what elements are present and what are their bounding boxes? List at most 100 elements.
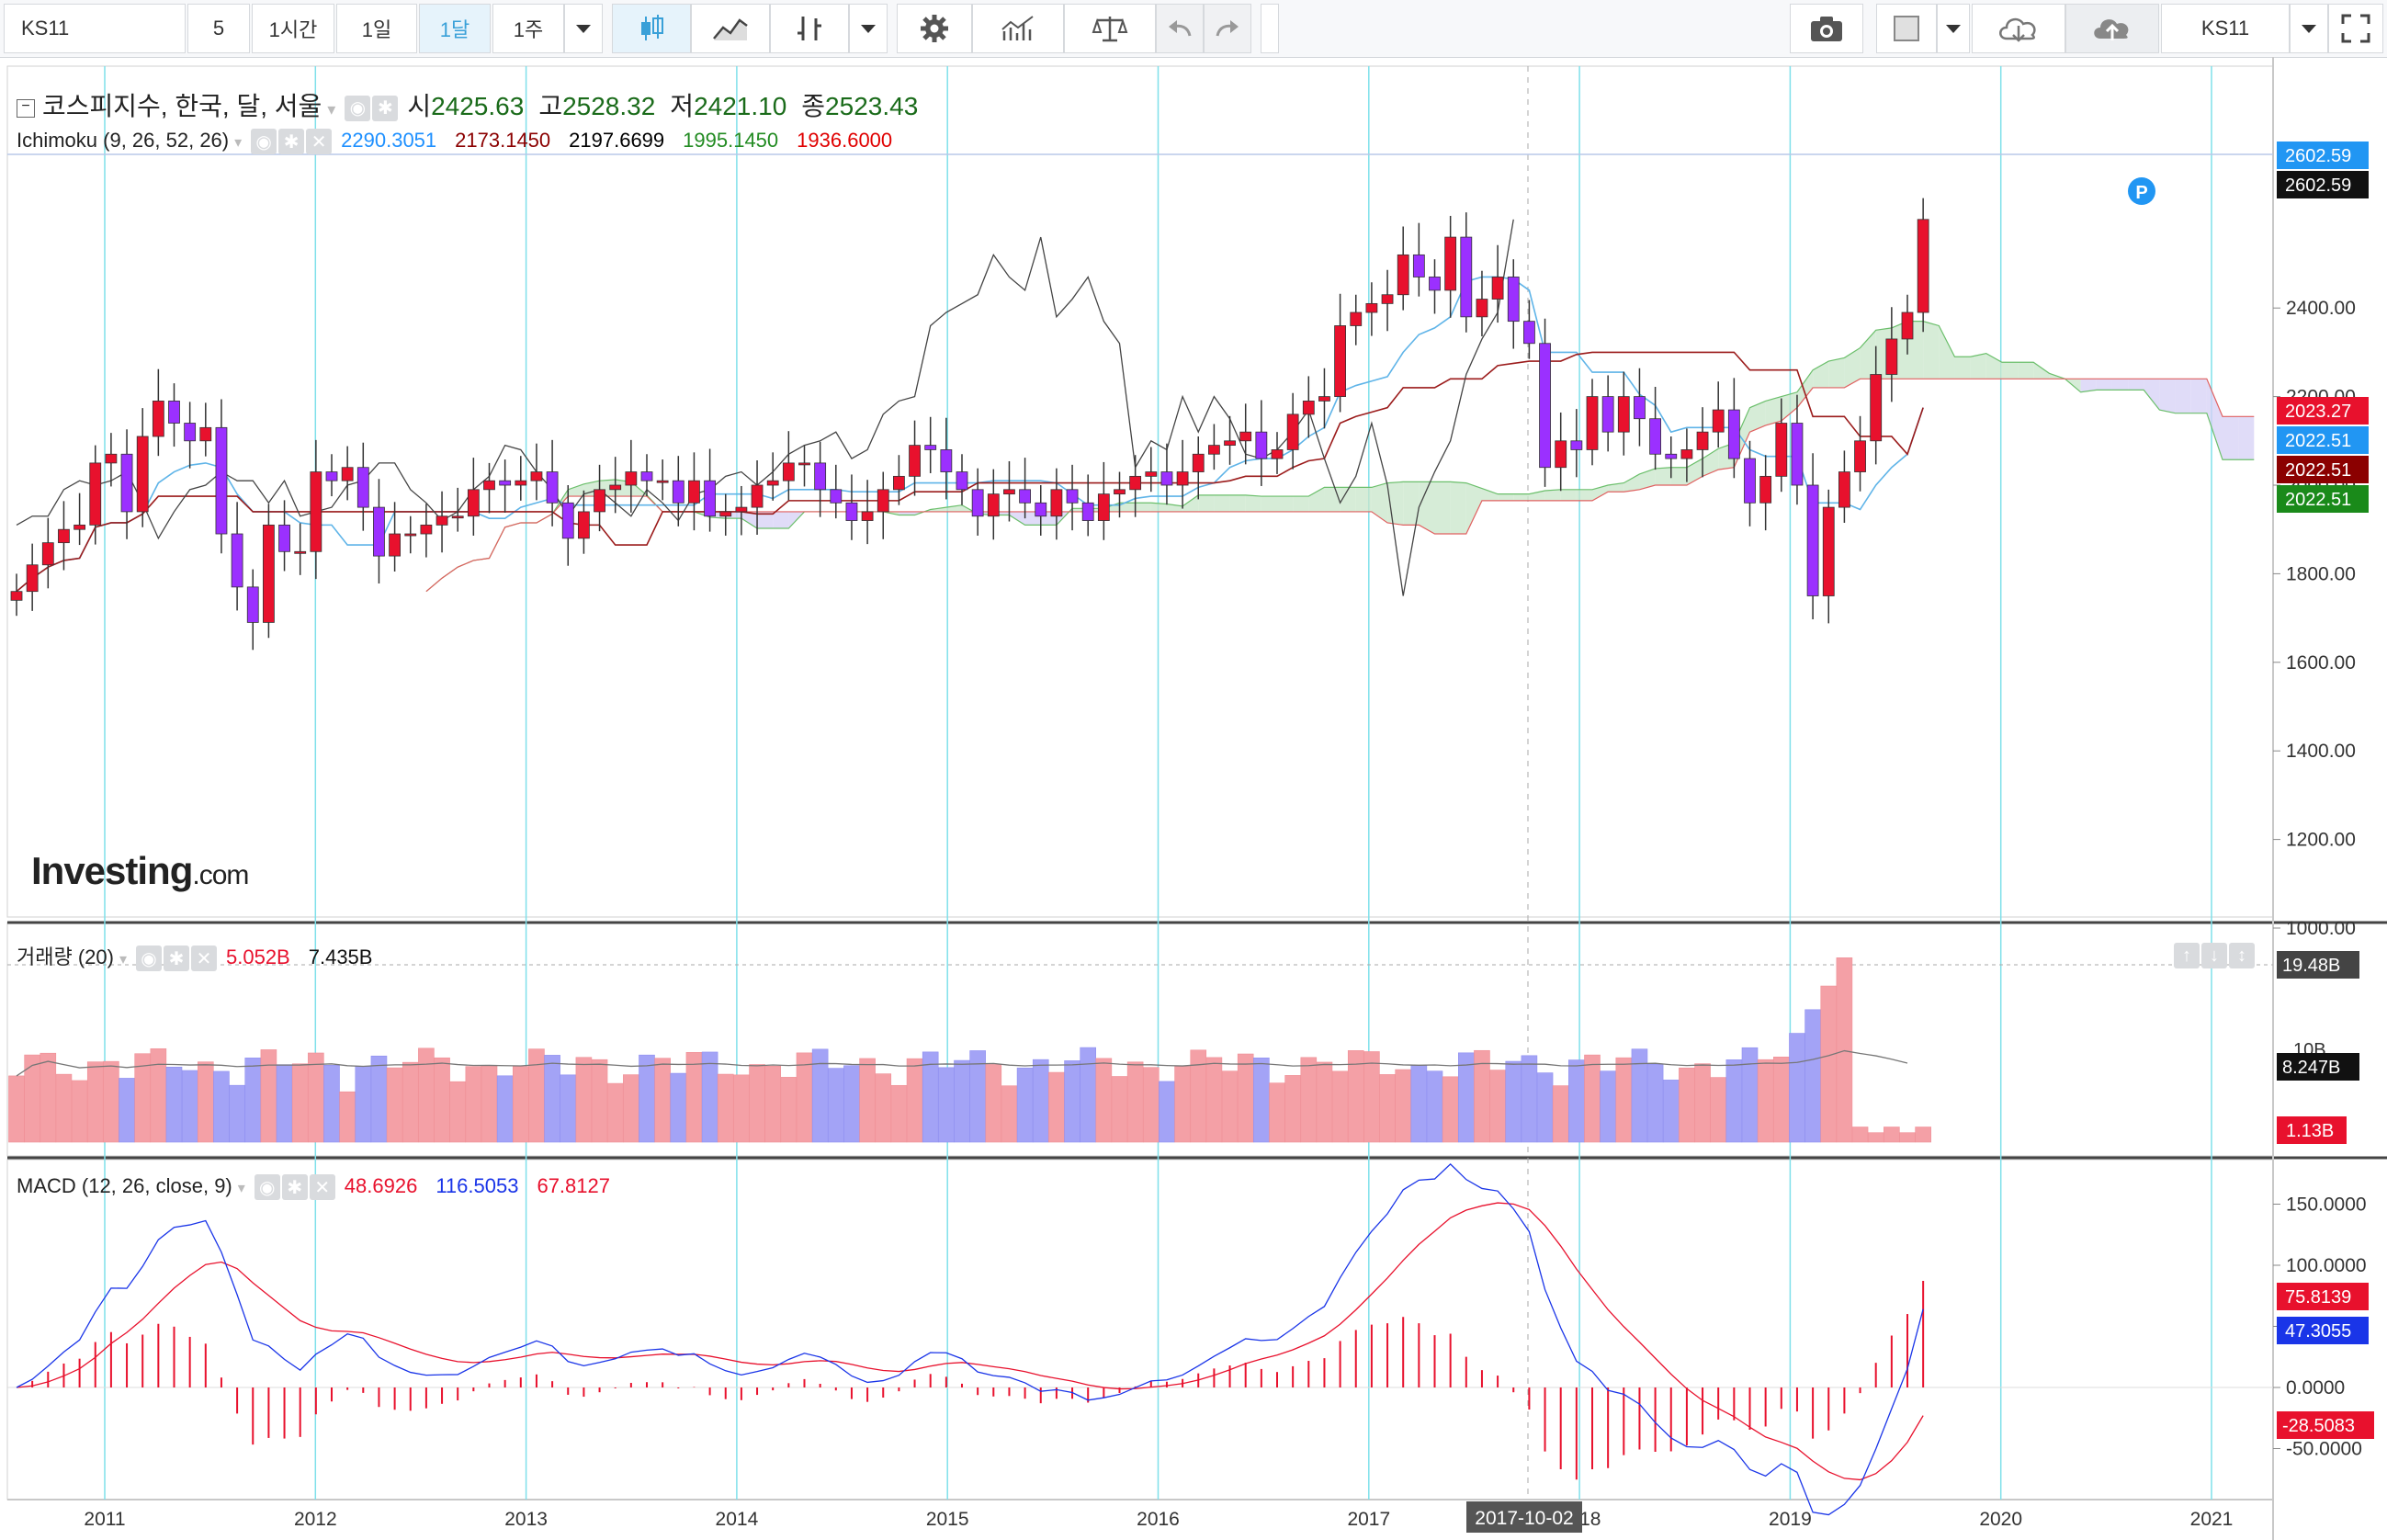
- cloud-segment: [1261, 496, 1277, 512]
- volume-bar: [1080, 1047, 1096, 1143]
- candle-body: [120, 453, 133, 513]
- interval-1h[interactable]: 1시간: [252, 4, 334, 53]
- maximize-pane-icon[interactable]: ↕: [2229, 943, 2255, 969]
- volume-bar: [1316, 1061, 1333, 1143]
- candles-button[interactable]: [612, 4, 691, 53]
- volume-bar: [843, 1065, 860, 1143]
- indicators-button[interactable]: [770, 4, 849, 53]
- line-chart-button[interactable]: [691, 4, 770, 53]
- undo-icon: [1169, 20, 1192, 37]
- title-chevron-down-icon[interactable]: ▾: [327, 100, 336, 119]
- candle-body: [1208, 445, 1220, 455]
- volume-legend: 거래량 (20) ▾ ◉ ✱ ✕ 5.052B 7.435B: [17, 941, 372, 972]
- volume-bar: [859, 1058, 876, 1143]
- low-label: 저: [670, 92, 695, 120]
- close-icon[interactable]: ✕: [309, 1174, 335, 1201]
- collapse-icon[interactable]: −: [17, 98, 35, 118]
- volume-bar: [1694, 1063, 1711, 1143]
- color-button[interactable]: [1876, 4, 1937, 53]
- undo-button[interactable]: [1156, 4, 1204, 53]
- candle-body: [1539, 343, 1551, 469]
- main-legend: − 코스피지수, 한국, 달, 서울 ▾ ◉ ✱ 시2425.63 고2528.32 저242…: [17, 86, 918, 123]
- eye-icon[interactable]: ◉: [345, 95, 371, 121]
- chart-canvas[interactable]: 2400.002200.002000.001800.001600.001400.…: [0, 57, 2387, 1540]
- gear-icon[interactable]: ✱: [281, 1174, 308, 1201]
- volume-bar: [591, 1059, 608, 1143]
- volume-bar: [150, 1047, 167, 1143]
- symbol-selector[interactable]: KS11: [2161, 4, 2290, 53]
- volume-bar: [938, 1067, 955, 1143]
- interval-1d-label: 1일: [361, 18, 392, 41]
- move-down-icon[interactable]: ↓: [2201, 943, 2227, 969]
- y-tick-label: 1800.00: [2286, 563, 2356, 584]
- chevron-down-icon[interactable]: ▾: [234, 135, 243, 151]
- candle-body: [451, 515, 464, 519]
- gear-icon[interactable]: ✱: [278, 129, 305, 155]
- fullscreen-button[interactable]: [2328, 4, 2383, 53]
- volume-bar: [575, 1057, 593, 1143]
- volume-bar: [1205, 1057, 1223, 1143]
- volume-bar: [922, 1051, 939, 1143]
- low-value: 2421.10: [694, 92, 787, 120]
- fullscreen-icon: [2341, 14, 2370, 43]
- studies-button[interactable]: [972, 4, 1064, 53]
- interval-1month[interactable]: 1달: [419, 4, 491, 53]
- macd-pane[interactable]: [6, 1159, 2274, 1500]
- interval-1w[interactable]: 1주: [492, 4, 564, 53]
- volume-bar: [1269, 1082, 1285, 1143]
- symbol-selector-dropdown[interactable]: [2290, 4, 2328, 53]
- indicators-dropdown[interactable]: [849, 4, 888, 53]
- close-icon[interactable]: ✕: [191, 946, 217, 972]
- cloud-segment: [1560, 489, 1577, 501]
- studies-icon: [1001, 16, 1034, 40]
- volume-bar: [512, 1066, 529, 1143]
- candle-body: [58, 528, 70, 544]
- tenkan-line: [16, 276, 1924, 593]
- cloud-segment: [1419, 481, 1435, 535]
- volume-bar: [1646, 1063, 1664, 1143]
- candlesticks: [10, 198, 1929, 651]
- candle-body: [41, 542, 54, 566]
- scale-balance-icon: [1092, 17, 1128, 42]
- price-pane[interactable]: [6, 65, 2274, 918]
- volume-bar: [86, 1061, 104, 1143]
- candle-body: [688, 480, 700, 504]
- upload-cloud-button[interactable]: [2065, 4, 2159, 53]
- cloud-segment: [2144, 379, 2160, 411]
- eye-icon[interactable]: ◉: [254, 1174, 280, 1201]
- volume-bar: [1820, 985, 1838, 1143]
- compare-button[interactable]: [1064, 4, 1156, 53]
- gear-icon[interactable]: ✱: [164, 946, 189, 972]
- chevron-down-icon[interactable]: ▾: [119, 952, 127, 968]
- download-cloud-button[interactable]: [1972, 4, 2065, 53]
- open-label: 시: [407, 92, 432, 120]
- gear-icon[interactable]: ✱: [372, 95, 399, 121]
- close-icon[interactable]: ✕: [306, 129, 333, 155]
- ichimoku-value-kijun: 2173.1450: [455, 129, 551, 152]
- color-dropdown[interactable]: [1937, 4, 1970, 53]
- price-tag-span-a-text: 2022.51: [2285, 460, 2351, 481]
- crosshair-date-box: [1466, 1501, 1582, 1533]
- redo-button[interactable]: [1204, 4, 1251, 53]
- candle-body: [1586, 396, 1599, 450]
- volume-bar: [1489, 1070, 1506, 1143]
- interval-5[interactable]: 5: [187, 4, 250, 53]
- cloud-download-icon: [1999, 17, 2036, 42]
- symbol-search[interactable]: KS11: [4, 4, 186, 53]
- eye-icon[interactable]: ◉: [136, 946, 162, 972]
- volume-bar: [402, 1061, 419, 1143]
- price-tag-last-text: 2602.59: [2285, 176, 2351, 196]
- cloud-segment: [2080, 379, 2097, 392]
- volume-last-tag: [2277, 1116, 2347, 1144]
- p-marker-icon[interactable]: [2128, 177, 2155, 205]
- volume-bar: [1679, 1067, 1695, 1143]
- chevron-down-icon[interactable]: ▾: [237, 1181, 245, 1196]
- interval-1d[interactable]: 1일: [336, 4, 417, 53]
- move-up-icon[interactable]: ↑: [2174, 943, 2200, 969]
- cloud-segment: [2128, 379, 2144, 391]
- volume-bar: [1379, 1074, 1396, 1143]
- settings-button[interactable]: [897, 4, 972, 53]
- eye-icon[interactable]: ◉: [251, 129, 277, 155]
- snapshot-button[interactable]: [1790, 4, 1863, 53]
- interval-dropdown[interactable]: [564, 4, 603, 53]
